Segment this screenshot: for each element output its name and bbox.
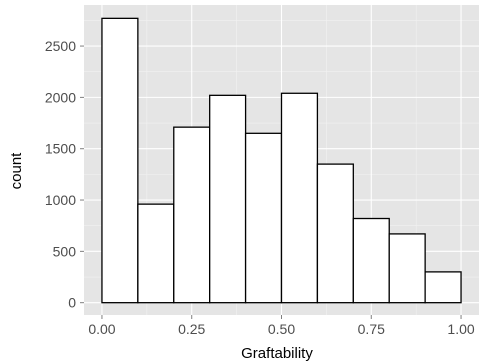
y-tick-label: 2000 [45,89,76,105]
x-tick-labels: 0.00 0.25 0.50 0.75 1.00 [88,321,475,337]
y-tick-label: 1000 [45,192,76,208]
x-tick-label: 0.75 [358,321,385,337]
histogram-bar-5 [244,132,283,304]
y-tick-label: 500 [53,243,77,259]
histogram-bar-9 [388,233,426,304]
histogram-bar-3 [173,126,211,304]
histogram-bars [101,17,462,304]
x-tick-label: 0.00 [88,321,115,337]
histogram-bar-1 [101,17,139,304]
y-tick-labels: 0 500 1000 1500 2000 2500 [45,38,76,311]
y-axis-title: count [8,152,25,190]
x-tick-label: 0.25 [178,321,205,337]
axis-ticks [80,45,462,319]
histogram-bar-8 [352,217,390,304]
histogram-bar-2 [137,203,175,304]
histogram-bar-10 [424,271,462,304]
x-axis-title: Graftability [241,345,313,362]
histogram-bar-7 [316,163,354,304]
x-tick-label: 1.00 [447,321,474,337]
y-tick-label: 0 [68,295,76,311]
histogram-bar-4 [209,94,247,304]
y-tick-label: 2500 [45,38,76,54]
histogram-bar-6 [280,92,319,304]
y-tick-label: 1500 [45,141,76,157]
x-tick-label: 0.50 [268,321,295,337]
